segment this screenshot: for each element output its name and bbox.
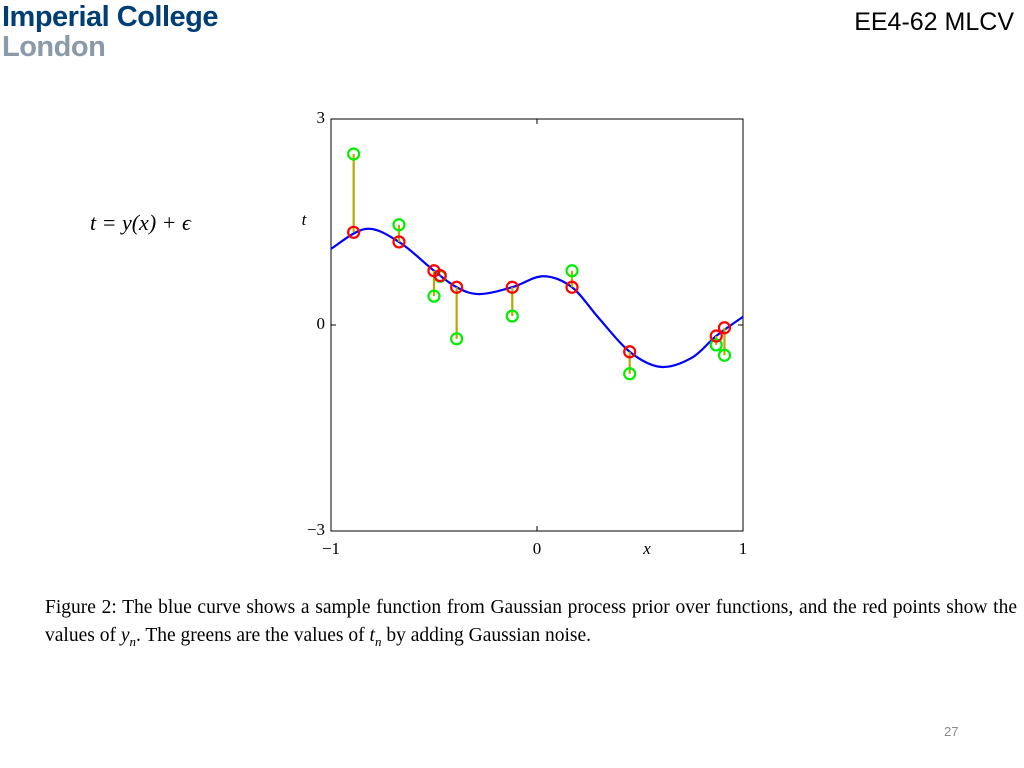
green-point [709, 338, 723, 352]
red-point [717, 321, 732, 335]
equation: t = y(x) + ϵ [90, 210, 191, 235]
red-point [450, 280, 464, 294]
caption-math: t [369, 625, 375, 646]
y-axis-label: t [302, 210, 308, 229]
green-point [565, 264, 579, 278]
logo-line: Imperial College [2, 1, 219, 33]
red-point [565, 280, 579, 294]
x-tick-label: −1 [322, 539, 340, 558]
red-point [623, 345, 637, 359]
red-point [392, 235, 406, 249]
y-tick-label: −3 [307, 520, 325, 539]
green-point [392, 218, 406, 232]
course-code: EE4-62 MLCV [854, 8, 1014, 36]
red-point [433, 268, 447, 283]
x-tick-label: 0 [533, 539, 542, 558]
red-point [709, 329, 723, 343]
page-number: 27 [944, 724, 959, 739]
chart: −1 0 1 −3 0 3 x t [302, 108, 748, 558]
x-axis-label: x [642, 539, 651, 558]
green-point [717, 348, 732, 362]
green-point [427, 289, 441, 303]
curve [330, 227, 744, 369]
x-tick-label: 1 [739, 539, 748, 558]
caption-subscript: n [129, 633, 136, 649]
green-point [450, 332, 464, 346]
green-point [347, 147, 361, 161]
plot-frame [330, 118, 744, 532]
caption-subscript: n [374, 633, 382, 649]
caption-math: y [120, 625, 130, 646]
y-tick-label: 3 [317, 108, 326, 127]
red-point [505, 280, 519, 294]
caption-text: Figure 2: The blue curve shows a sample … [45, 597, 1017, 646]
caption: Figure 2: The blue curve shows a sample … [45, 594, 1017, 656]
y-tick-label: 0 [317, 314, 326, 333]
red-point [347, 225, 361, 239]
logo-line: London [2, 31, 106, 63]
green-point [623, 367, 637, 381]
green-point [505, 309, 519, 323]
caption-text: by adding Gaussian noise. [381, 625, 592, 646]
caption-text: . The greens are the values of [135, 625, 370, 646]
